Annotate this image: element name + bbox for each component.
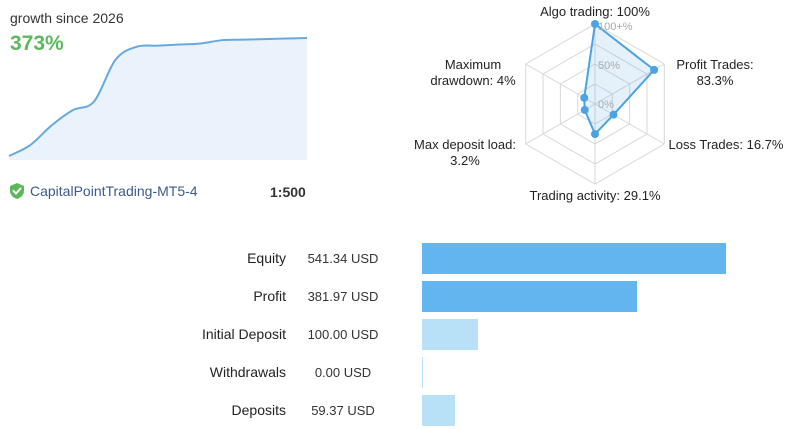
- stats-label: Equity: [247, 250, 286, 266]
- stats-value: 100.00 USD: [307, 327, 379, 342]
- stats-bar: [422, 281, 637, 312]
- stats-value: 0.00 USD: [314, 365, 372, 380]
- radar-chart: 100+% 50% 0%: [525, 20, 665, 185]
- radar-label-profit-trades: Profit Trades: 83.3%: [676, 57, 754, 88]
- radar-point-algo-trading: [591, 20, 599, 28]
- growth-value: 373%: [10, 32, 64, 55]
- stats-bar: [422, 357, 423, 388]
- shield-check-icon: [10, 183, 24, 199]
- stats-label: Deposits: [231, 402, 286, 418]
- stats-value: 59.37 USD: [311, 403, 375, 418]
- radar-point-profit-trades: [650, 65, 659, 74]
- radar-scale-50: 50%: [598, 60, 620, 72]
- radar-grid-spoke: [594, 103, 665, 145]
- radar-scale-0: 0%: [598, 99, 614, 111]
- growth-label: growth since 2026: [10, 10, 124, 26]
- stats-label: Profit: [253, 288, 286, 304]
- radar-label-trading-activity: Trading activity: 29.1%: [529, 188, 661, 203]
- radar-point-maximum-drawdown: [580, 93, 589, 102]
- radar-label-loss-trades: Loss Trades: 16.7%: [668, 137, 784, 152]
- stats-value: 541.34 USD: [307, 251, 379, 266]
- stats-label: Withdrawals: [209, 364, 286, 380]
- radar-point-loss-trades: [609, 110, 618, 119]
- radar-points: [580, 20, 659, 139]
- radar-label-algo-trading: Algo trading: 100%: [540, 4, 650, 19]
- stats-bar: [422, 319, 479, 350]
- growth-line: [8, 37, 308, 157]
- account-info[interactable]: CapitalPointTrading-MT5-4: [10, 183, 198, 199]
- growth-area: [9, 38, 307, 160]
- radar-point-trading-activity: [591, 130, 599, 139]
- stats-bar: [422, 395, 456, 426]
- stats-value: 381.97 USD: [307, 289, 379, 304]
- radar-label-max-deposit-load: Max deposit load: 3.2%: [414, 137, 516, 168]
- account-name[interactable]: CapitalPointTrading-MT5-4: [30, 183, 198, 199]
- radar-scale-100: 100+%: [598, 21, 633, 33]
- growth-chart: [8, 37, 308, 160]
- radar-point-max-deposit-load: [580, 105, 589, 114]
- stats-bar: [422, 243, 726, 274]
- stats-label: Initial Deposit: [201, 326, 286, 342]
- radar-label-maximum-drawdown: Maximum drawdown: 4%: [430, 57, 516, 88]
- leverage: 1:500: [270, 184, 306, 200]
